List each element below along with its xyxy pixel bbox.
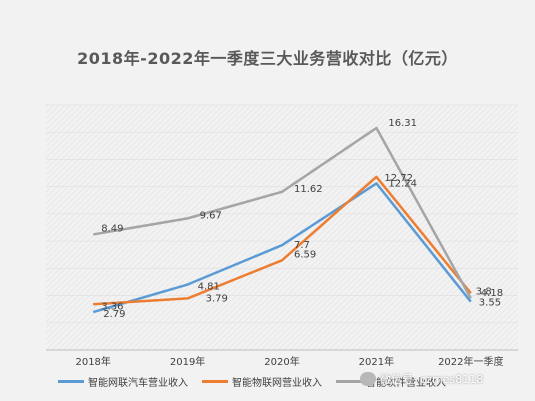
data-label: 12.72 — [384, 173, 413, 184]
legend-label-iot: 智能物联网营业收入 — [232, 377, 322, 389]
x-tick-label: 2022年一季度 — [438, 355, 503, 368]
watermark-text: 微信号: czmes8118 — [380, 373, 484, 386]
series-line-vehicle — [92, 182, 472, 314]
series-line-software — [92, 126, 472, 299]
legend: 智能网联汽车营业收入 智能物联网营业收入 智能软件营业收入 — [58, 372, 528, 390]
chart-title: 2018年-2022年一季度三大业务营收对比（亿元） — [77, 49, 458, 68]
data-label: 2.79 — [103, 309, 125, 320]
data-label: 7.7 — [294, 240, 310, 251]
data-label: 8.49 — [101, 223, 123, 234]
legend-swatch-iot — [202, 379, 228, 383]
x-tick-label: 2020年 — [264, 355, 299, 368]
data-labels: 2.79 4.81 7.7 12.24 3.55 3.36 3.79 6.59 12.72 4.1… — [101, 118, 503, 320]
data-label: 3.79 — [206, 293, 228, 304]
legend-swatch-vehicle — [58, 379, 84, 383]
series-lines — [92, 126, 472, 314]
gridlines — [46, 104, 518, 324]
legend-swatch-software — [336, 379, 362, 383]
x-axis-ticks: 2018年 2019年 2020年 2021年 2022年一季度 — [75, 355, 503, 368]
data-label: 3.36 — [101, 301, 123, 312]
legend-label-software: 智能软件营业收入 — [366, 377, 446, 389]
x-tick-label: 2018年 — [75, 355, 110, 368]
series-line-iot — [93, 175, 472, 306]
legend-item-iot: 智能物联网营业收入 — [202, 374, 322, 389]
data-label: 12.24 — [388, 178, 417, 189]
data-label: 4.18 — [481, 288, 503, 299]
wechat-icon — [360, 372, 376, 386]
legend-item-vehicle: 智能网联汽车营业收入 — [58, 374, 188, 389]
data-label: 3.55 — [479, 298, 501, 309]
data-label: 9.67 — [200, 210, 222, 221]
data-label: 4.81 — [198, 282, 220, 293]
data-label: 3.8 — [476, 286, 492, 297]
data-label: 16.31 — [388, 118, 417, 129]
legend-label-vehicle: 智能网联汽车营业收入 — [88, 377, 188, 389]
data-label: 6.59 — [294, 249, 316, 260]
plot-background — [46, 105, 518, 350]
x-tick-label: 2019年 — [170, 355, 205, 368]
legend-item-software: 智能软件营业收入 — [336, 374, 446, 389]
watermark: 微信号: czmes8118 — [360, 368, 530, 390]
data-label: 11.62 — [294, 184, 323, 195]
x-tick-label: 2021年 — [359, 355, 394, 368]
